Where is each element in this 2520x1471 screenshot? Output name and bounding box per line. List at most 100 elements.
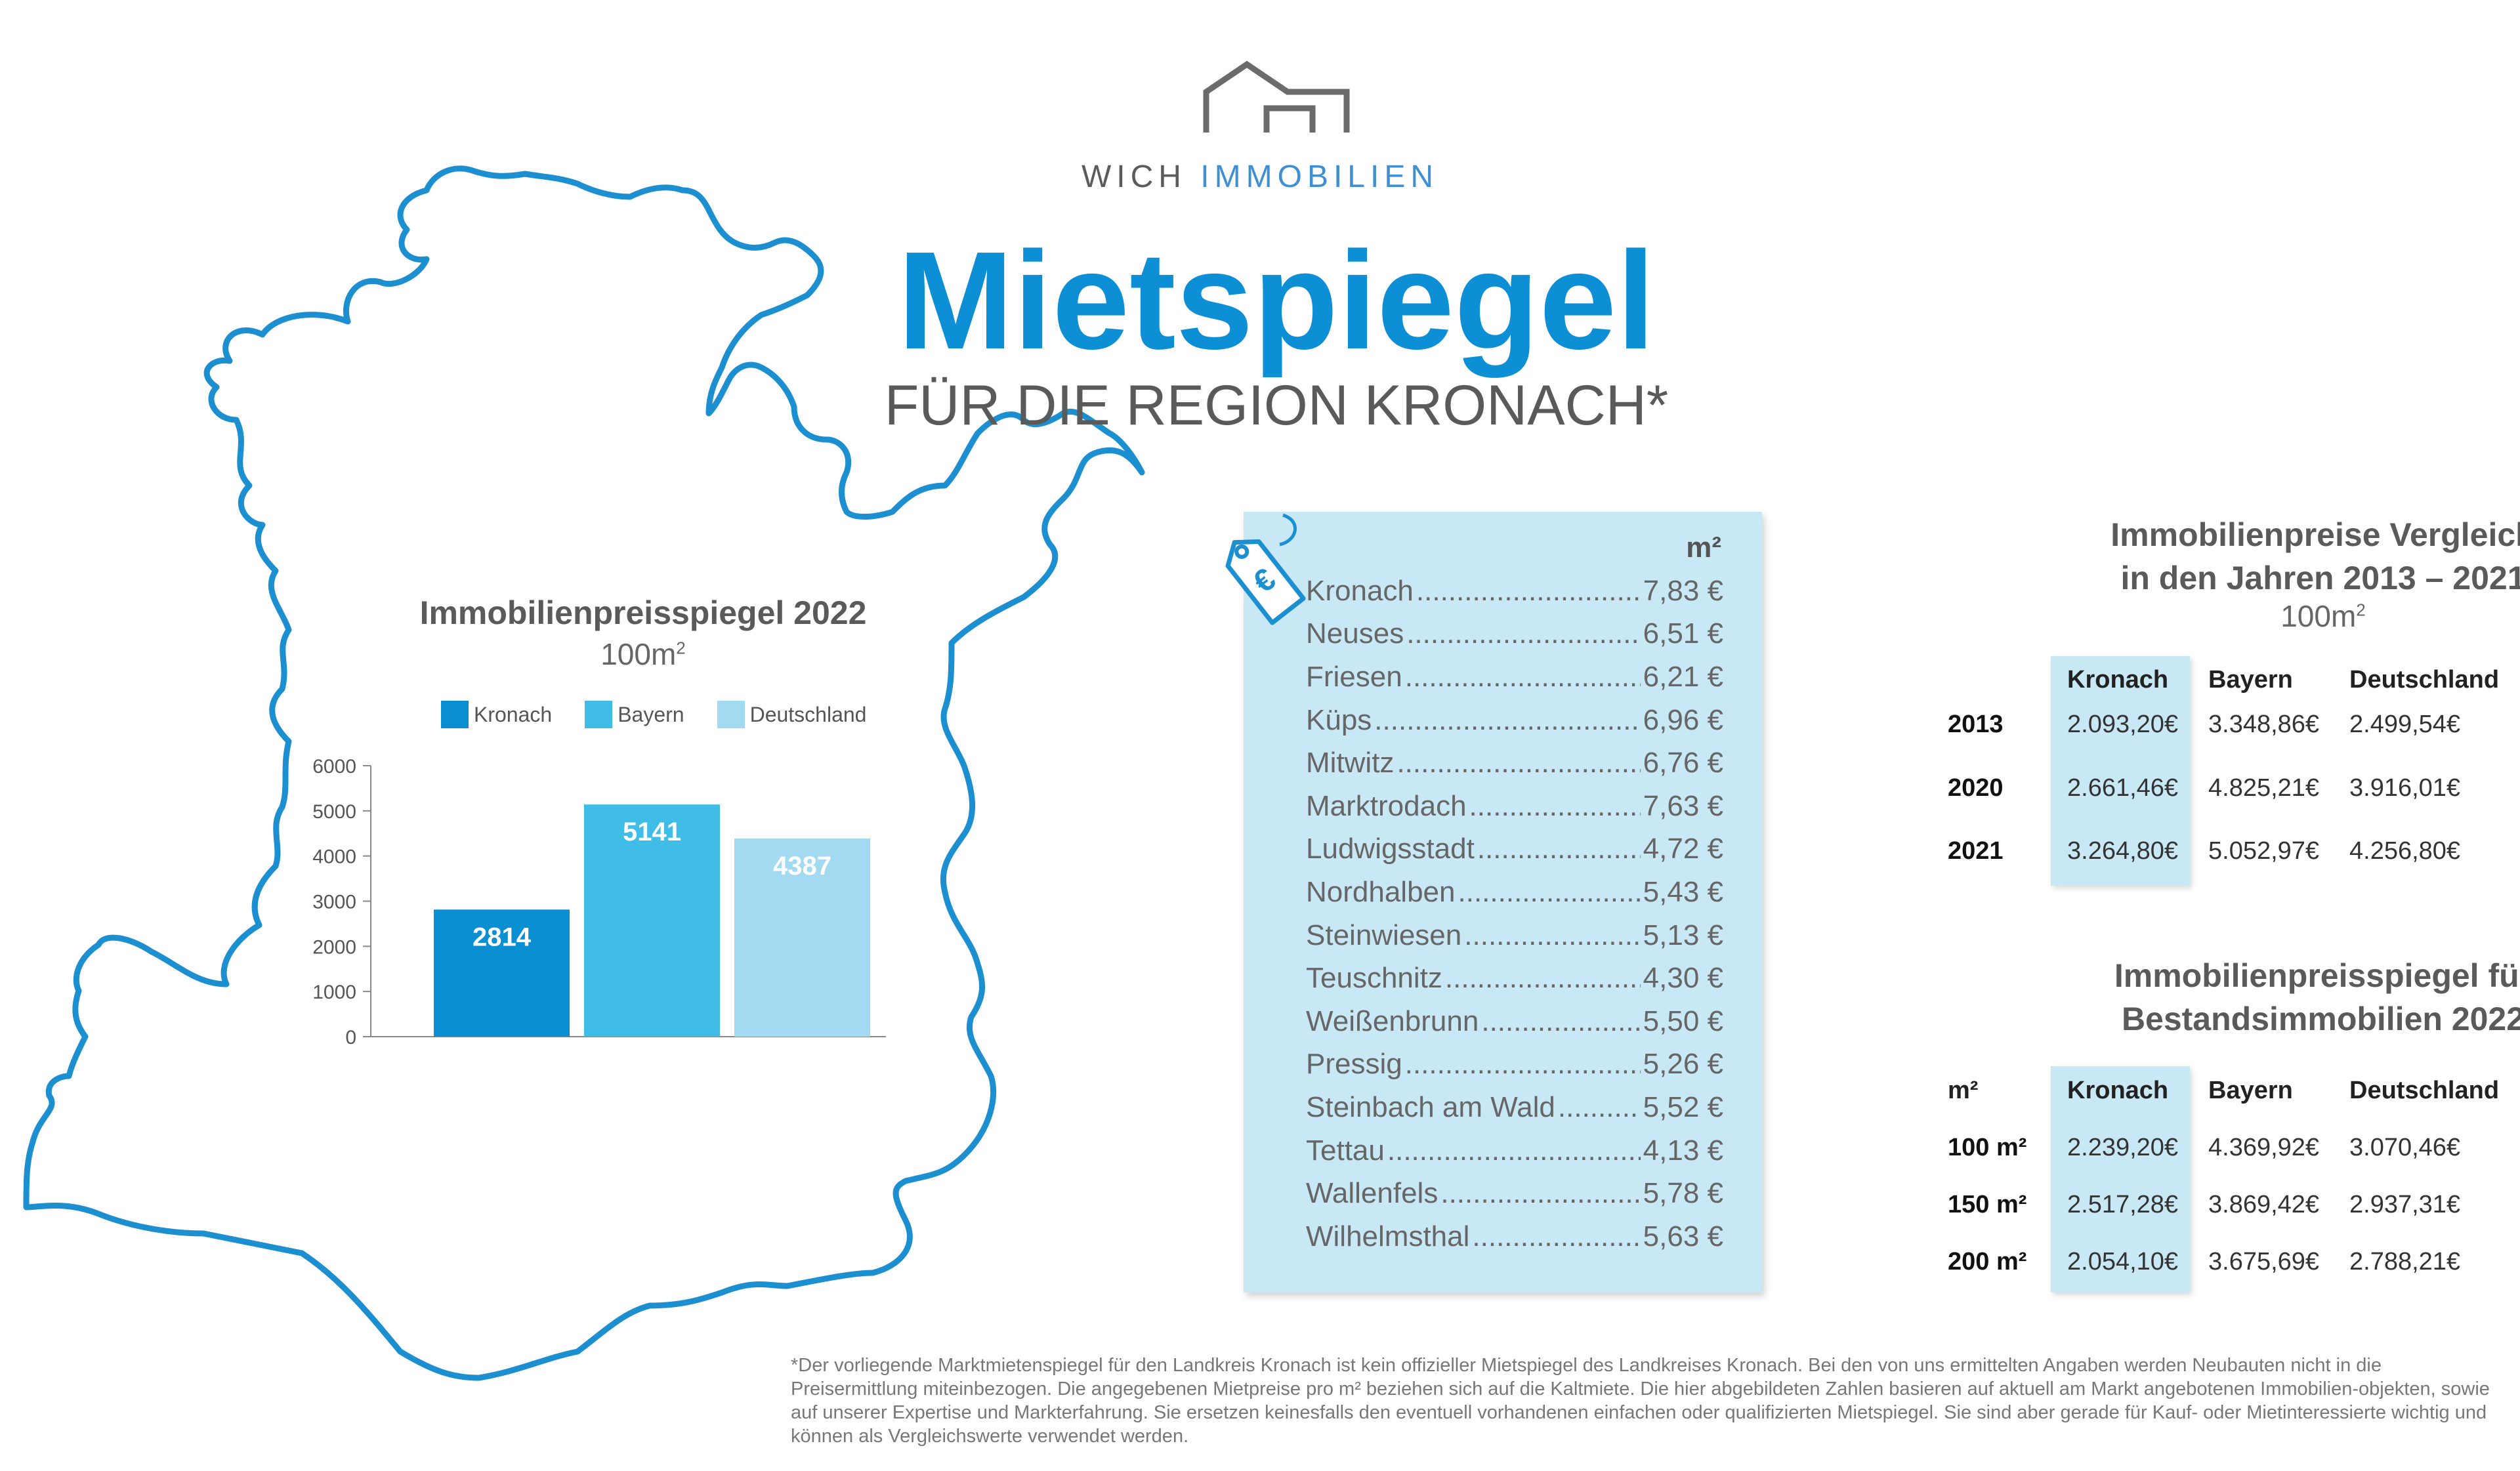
legend-label: Kronach <box>474 702 553 726</box>
table-cell: 3.348,86€ <box>2208 711 2320 738</box>
rent-dot-leader: ........................................… <box>1404 1048 1641 1081</box>
y-tick-label: 6000 <box>312 756 356 777</box>
column-header: Bayern <box>2208 1077 2293 1104</box>
y-tick-label: 5000 <box>312 801 356 823</box>
rent-dot-leader: ........................................… <box>1458 875 1641 908</box>
table-cell: 2.499,54€ <box>2349 711 2461 738</box>
table-cell: 2.788,21€ <box>2349 1248 2461 1275</box>
table-cell: 3.070,46€ <box>2349 1134 2461 1161</box>
column-header: Kronach <box>2067 666 2169 694</box>
table-cell: 4.369,92€ <box>2208 1134 2320 1161</box>
bar-deutschland <box>734 839 870 1037</box>
legend-swatch-kronach <box>441 701 469 728</box>
rent-city: Friesen <box>1306 660 1402 693</box>
page-subtitle: FÜR DIE REGION KRONACH* <box>884 374 1669 437</box>
rent-row: Küps....................................… <box>1306 699 1723 742</box>
column-header: Bayern <box>2208 666 2293 694</box>
rent-dot-leader: ........................................… <box>1481 1005 1641 1037</box>
chart-legend: Kronach Bayern Deutschland <box>441 698 866 731</box>
rent-dot-leader: ........................................… <box>1396 747 1640 779</box>
brand-name-part2: IMMOBILIEN <box>1200 159 1438 194</box>
rent-price: 6,96 € <box>1643 703 1723 736</box>
legend-swatch-deutschland <box>717 701 745 728</box>
rent-price: 5,78 € <box>1643 1177 1723 1210</box>
table-cell: 4.825,21€ <box>2208 774 2320 802</box>
y-tick-label: 2000 <box>312 936 356 958</box>
euro-price-tag-icon: € <box>1225 513 1306 625</box>
rent-city: Küps <box>1306 703 1372 736</box>
rent-dot-leader: ........................................… <box>1469 789 1641 822</box>
table-cell: 3.675,69€ <box>2208 1248 2320 1275</box>
rent-row: Marktrodach.............................… <box>1306 785 1723 828</box>
legend-swatch-bayern <box>585 701 613 728</box>
rent-dot-leader: ........................................… <box>1472 1220 1641 1253</box>
rent-dot-leader: ........................................… <box>1404 660 1641 693</box>
rent-dot-leader: ........................................… <box>1464 919 1641 951</box>
table-cell: 4.256,80€ <box>2349 837 2461 865</box>
rent-price: 5,63 € <box>1643 1220 1723 1253</box>
rent-city: Wilhelmsthal <box>1306 1220 1470 1253</box>
rent-city: Pressig <box>1306 1048 1402 1081</box>
table-cell: 2.937,31€ <box>2349 1191 2461 1218</box>
rent-row: Teuschnitz..............................… <box>1306 957 1723 1000</box>
legend-item-deutschland: Deutschland <box>717 701 866 728</box>
rent-city: Teuschnitz <box>1306 962 1442 995</box>
rent-row: Kronach.................................… <box>1306 570 1723 613</box>
comparison-title-line1: Immobilienpreise Vergleich <box>2110 516 2520 553</box>
rent-dot-leader: ........................................… <box>1416 574 1641 607</box>
footnote: *Der vorliegende Marktmietenspiegel für … <box>791 1355 2490 1447</box>
comparison-kronach-column-highlight <box>2051 656 2190 886</box>
rent-price: 4,13 € <box>1643 1134 1723 1167</box>
rent-city: Mitwitz <box>1306 747 1395 779</box>
rent-row: Neuses..................................… <box>1306 613 1723 656</box>
rent-price: 5,26 € <box>1643 1048 1723 1081</box>
rent-list: Kronach.................................… <box>1306 570 1723 1258</box>
bar-chart: 0 1000 2000 3000 4000 5000 6000 2814 5141 4387 <box>312 756 886 1048</box>
table-corner-unit: m² <box>1948 1077 1979 1104</box>
rent-price: 5,50 € <box>1643 1005 1723 1037</box>
table-cell: 5.052,97€ <box>2208 837 2320 865</box>
rent-price: 7,63 € <box>1643 789 1723 822</box>
table-cell: 2.239,20€ <box>2067 1134 2179 1161</box>
column-header: Deutschland <box>2349 666 2500 694</box>
row-label: 150 m² <box>1948 1191 2027 1218</box>
rent-price: 4,72 € <box>1643 833 1723 865</box>
chart-unit: 100m2 <box>600 637 686 671</box>
rent-price: 6,51 € <box>1643 617 1723 650</box>
row-label: 200 m² <box>1948 1248 2027 1275</box>
comparison-table-unit: 100m2 <box>2280 599 2366 633</box>
legend-label: Bayern <box>618 702 684 726</box>
rent-unit-header: m² <box>1686 531 1721 564</box>
bestand-title-line2: Bestandsimmobilien 2022 <box>2121 1001 2520 1037</box>
rent-city: Weißenbrunn <box>1306 1005 1479 1037</box>
rent-price: 6,21 € <box>1643 660 1723 693</box>
rent-dot-leader: ........................................… <box>1406 617 1641 650</box>
rent-city: Marktrodach <box>1306 789 1467 822</box>
rent-city: Steinwiesen <box>1306 919 1462 951</box>
rent-city: Ludwigsstadt <box>1306 833 1475 865</box>
rent-row: Steinbach am Wald.......................… <box>1306 1086 1723 1129</box>
rent-row: Steinwiesen.............................… <box>1306 914 1723 957</box>
house-outline-icon <box>1203 60 1350 133</box>
rent-price: 6,76 € <box>1643 747 1723 779</box>
bestand-table-title: Immobilienpreisspiegel für Bestandsimmob… <box>2028 954 2520 1041</box>
rent-price: 5,13 € <box>1643 919 1723 951</box>
rent-price: 5,52 € <box>1643 1090 1723 1123</box>
rent-city: Steinbach am Wald <box>1306 1090 1555 1123</box>
legend-item-kronach: Kronach <box>441 701 552 728</box>
row-label: 2020 <box>1948 774 2004 802</box>
table-cell: 3.916,01€ <box>2349 774 2461 802</box>
rent-row: Ludwigsstadt............................… <box>1306 828 1723 871</box>
chart-title: Immobilienpreisspiegel 2022 <box>419 594 867 631</box>
bar-value-label: 2814 <box>472 922 532 951</box>
rent-row: Weißenbrunn.............................… <box>1306 1000 1723 1043</box>
table-cell: 2.661,46€ <box>2067 774 2179 802</box>
rent-list-panel: m² Kronach..............................… <box>1244 512 1762 1293</box>
table-cell: 2.054,10€ <box>2067 1248 2179 1275</box>
rent-dot-leader: ........................................… <box>1387 1134 1641 1167</box>
rent-row: Mitwitz.................................… <box>1306 741 1723 785</box>
rent-price: 4,30 € <box>1643 962 1723 995</box>
table-cell: 2.517,28€ <box>2067 1191 2179 1218</box>
column-header: Deutschland <box>2349 1077 2500 1104</box>
rent-city: Neuses <box>1306 617 1404 650</box>
